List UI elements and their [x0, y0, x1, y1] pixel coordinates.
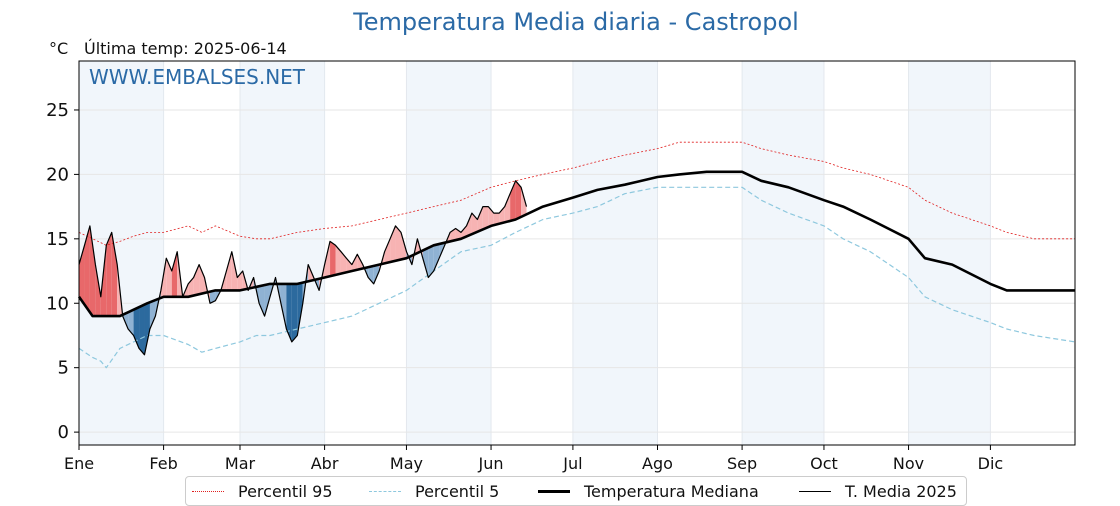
legend-label-p95: Percentil 95	[238, 481, 333, 501]
deviation-fill-segment	[466, 213, 472, 237]
deviation-fill-segment	[351, 254, 358, 272]
legend-label-median: Temperatura Mediana	[584, 481, 759, 501]
y-tick-label: 25	[46, 100, 69, 121]
legend-item-2025: T. Media 2025	[799, 481, 957, 501]
last-temp-label: Última temp: 2025-06-14	[84, 39, 287, 58]
deviation-fill-segment	[324, 241, 331, 278]
deviation-fill-segment	[139, 304, 145, 355]
x-tick-label: Nov	[893, 454, 924, 473]
x-tick-label: May	[390, 454, 423, 473]
deviation-fill-segment	[193, 264, 200, 296]
y-tick-label: 15	[46, 229, 69, 250]
x-tick-label: Jul	[562, 454, 582, 473]
x-tick-label: Oct	[810, 454, 838, 473]
month-band-2	[239, 61, 325, 445]
series-line-2	[77, 170, 1075, 318]
deviation-fill-segment	[280, 283, 287, 330]
deviation-fill-segment	[95, 264, 101, 317]
legend-item-p5: Percentil 5	[369, 481, 499, 501]
x-tick-label: Mar	[225, 454, 256, 473]
deviation-fill-segment	[368, 265, 374, 284]
month-bands	[79, 61, 991, 445]
legend-line-median	[538, 489, 570, 493]
deviation-fill-segment	[226, 251, 232, 291]
deviation-fill-segment	[515, 180, 522, 220]
deviation-fill-segment	[330, 241, 336, 277]
y-tick-label: 20	[46, 164, 69, 185]
legend-label-2025: T. Media 2025	[845, 481, 957, 501]
deviation-fill-segment	[477, 206, 483, 232]
series-lines	[77, 141, 1076, 369]
deviation-fill-segment	[482, 206, 489, 230]
deviation-fill-segment	[209, 290, 216, 304]
deviation-fill-segment	[188, 277, 194, 297]
month-band-6	[572, 61, 658, 445]
legend-item-p95: Percentil 95	[192, 481, 333, 501]
deviation-fill-segment	[422, 247, 429, 278]
month-band-8	[742, 61, 824, 445]
deviation-fill-segment	[504, 193, 511, 223]
chart-title: Temperatura Media diaria - Castropol	[353, 8, 799, 36]
series-line-3	[78, 180, 528, 356]
deviation-fill-segment	[455, 228, 462, 241]
axes: Ene Feb Mar Abr May Jun Jul Ago Sep Oct Nov Dic 0 5 10…	[46, 60, 1076, 473]
deviation-fill-segment	[395, 225, 401, 261]
deviation-fill-segment	[264, 283, 271, 317]
deviation-fill-segment	[390, 225, 396, 263]
x-tick-label: Sep	[727, 454, 757, 473]
series-line-1	[78, 186, 1076, 369]
x-tick-label: Abr	[311, 454, 339, 473]
legend: Percentil 95 Percentil 5 Temperatura Med…	[185, 476, 967, 506]
deviation-fill-segment	[89, 225, 96, 317]
deviation-fill-segment	[111, 232, 118, 317]
deviation-fill-segment	[384, 238, 391, 264]
deviation-fill-segment	[144, 302, 150, 355]
x-tick-label: Dic	[978, 454, 1004, 473]
deviation-fill-segment	[428, 245, 434, 278]
y-tick-label: 0	[58, 422, 69, 443]
deviation-fill-segment	[128, 309, 134, 336]
deviation-fill-segment	[231, 251, 238, 291]
deviation-fill-segment	[433, 243, 440, 272]
legend-line-2025	[799, 490, 831, 492]
deviation-fill-segment	[346, 258, 352, 273]
y-tick-label: 5	[58, 358, 69, 379]
deviation-fill-segment	[171, 251, 178, 297]
x-tick-label: Jun	[478, 454, 504, 473]
deviation-fill-segment	[286, 283, 292, 342]
deviation-fill-segment	[84, 225, 90, 313]
deviation-fill-segment	[297, 282, 303, 336]
deviation-fill-segment	[335, 245, 341, 275]
deviation-fill-segment	[106, 232, 112, 317]
watermark-text: WWW.EMBALSES.NET	[89, 65, 306, 89]
x-tick-label: Feb	[149, 454, 177, 473]
deviation-fill-segment	[499, 206, 505, 224]
deviation-fill-segment	[493, 213, 500, 226]
legend-item-median: Temperatura Mediana	[538, 481, 759, 501]
legend-line-p5	[369, 490, 401, 492]
deviation-fill-segment	[149, 300, 156, 330]
month-band-4	[406, 61, 492, 445]
x-tick-label: Ago	[642, 454, 673, 473]
grid-lines	[78, 61, 1075, 445]
legend-label-p5: Percentil 5	[415, 481, 500, 501]
deviation-fill-segment	[291, 283, 298, 342]
deviation-fill-segment	[166, 258, 172, 297]
deviation-fill-segment	[373, 264, 380, 284]
y-unit-label: °C	[49, 39, 69, 58]
deviation-fill-segment	[199, 264, 205, 295]
deviation-fill-segment	[461, 225, 467, 239]
y-tick-label: 10	[46, 293, 69, 314]
deviation-fill-segment	[259, 285, 265, 317]
series-line-0	[78, 141, 1075, 246]
plot-frame	[78, 60, 1076, 446]
x-tick-label: Ene	[64, 454, 94, 473]
legend-line-p95	[192, 490, 224, 492]
deviation-fill-segment	[521, 187, 527, 217]
